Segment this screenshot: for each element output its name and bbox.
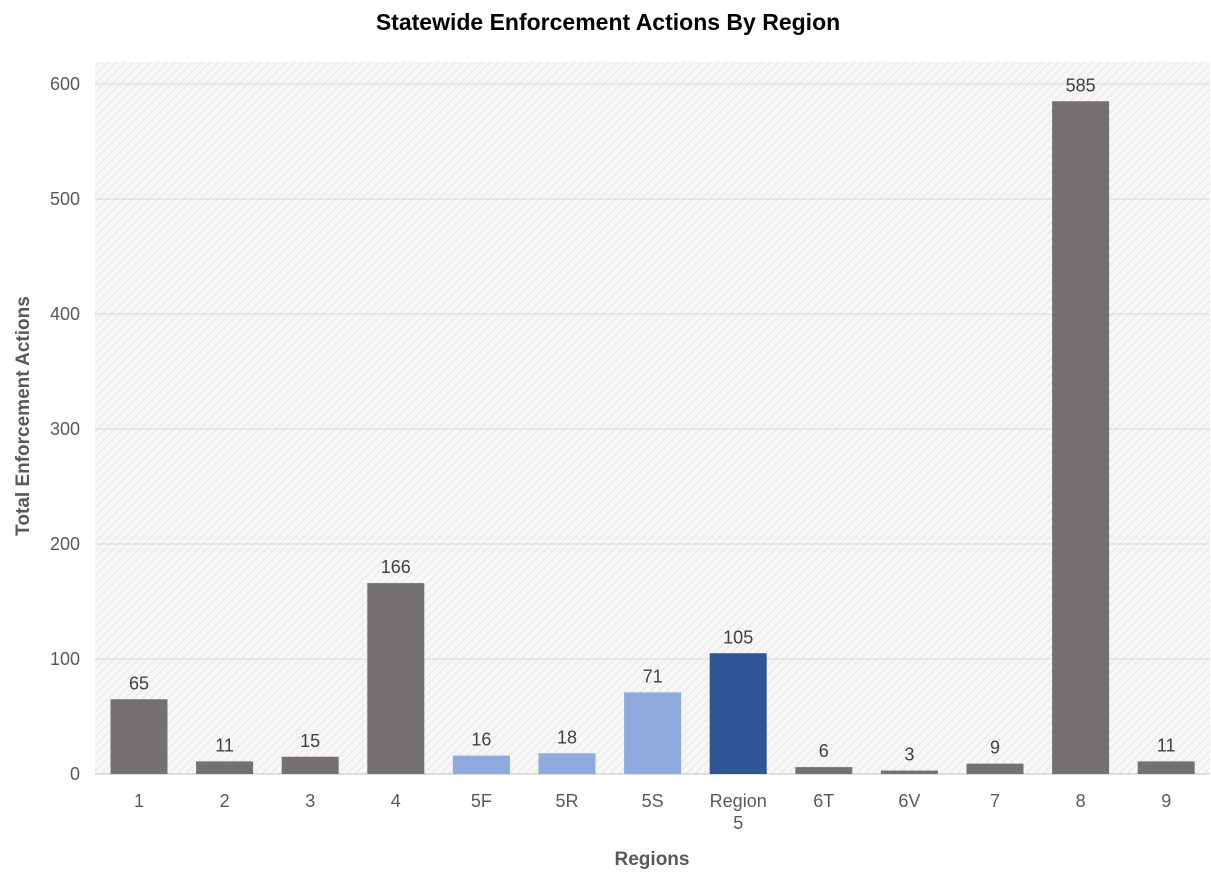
data-label: 105	[723, 627, 753, 647]
data-label: 11	[215, 735, 234, 755]
y-tick-label: 400	[50, 304, 80, 324]
bar-5r	[539, 753, 596, 774]
bar-3	[282, 757, 339, 774]
y-tick-label: 500	[50, 189, 80, 209]
data-label: 15	[300, 731, 320, 751]
x-tick-label: 7	[990, 791, 1000, 811]
x-tick-label: 4	[391, 791, 401, 811]
y-tick-label: 100	[50, 649, 80, 669]
data-label: 585	[1066, 75, 1096, 95]
x-axis-title: Regions	[615, 849, 690, 870]
bar-7	[967, 764, 1024, 774]
data-label: 11	[1157, 735, 1176, 755]
x-tick-label: 8	[1076, 791, 1086, 811]
y-tick-label: 200	[50, 534, 80, 554]
y-tick-label: 600	[50, 74, 80, 94]
data-label: 3	[904, 745, 914, 765]
x-tick-label: 6V	[898, 791, 920, 811]
bar-9	[1138, 761, 1195, 774]
x-tick-label: 6T	[813, 791, 834, 811]
x-tick-label: 5R	[555, 791, 578, 811]
y-tick-label: 0	[70, 764, 80, 784]
x-tick-label: 9	[1161, 791, 1171, 811]
chart-title: Statewide Enforcement Actions By Region	[376, 9, 840, 35]
y-axis: 0 100 200 300 400 500 600	[50, 74, 80, 784]
bar-5s	[624, 692, 681, 774]
x-tick-label: 3	[305, 791, 315, 811]
x-tick-label: 5F	[471, 791, 492, 811]
data-label: 9	[990, 738, 1000, 758]
data-label: 18	[557, 727, 577, 747]
data-label: 65	[129, 673, 149, 693]
data-label: 71	[643, 666, 663, 686]
data-label: 16	[471, 730, 491, 750]
x-tick-label: 5S	[642, 791, 664, 811]
x-tick-label: 1	[134, 791, 144, 811]
bar-6t	[795, 767, 852, 774]
x-axis: 1 2 3 4 5F 5R 5S Region 5 6T 6V 7 8 9	[134, 791, 1171, 833]
bar-1	[111, 699, 168, 774]
data-label: 166	[381, 557, 411, 577]
data-label: 6	[819, 741, 829, 761]
y-tick-label: 300	[50, 419, 80, 439]
bar-6v	[881, 771, 938, 774]
x-tick-label: Region 5	[710, 791, 767, 833]
y-axis-title: Total Enforcement Actions	[13, 296, 34, 536]
bar-5f	[453, 756, 510, 774]
bar-4	[367, 583, 424, 774]
x-tick-label: 2	[220, 791, 230, 811]
bar-region-5	[710, 653, 767, 774]
bar-2	[196, 761, 253, 774]
bar-8	[1052, 101, 1109, 774]
